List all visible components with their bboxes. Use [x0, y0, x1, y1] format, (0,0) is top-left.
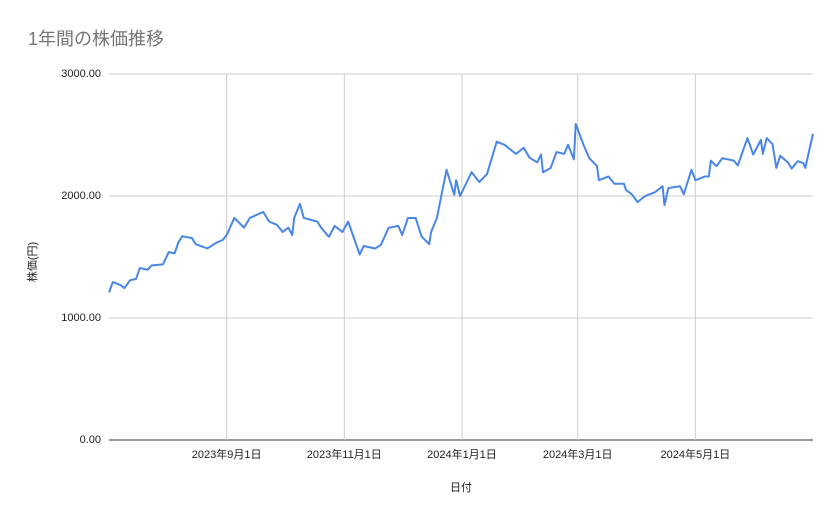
y-tick-label: 3000.00 [61, 68, 101, 80]
line-series [108, 123, 814, 293]
y-axis-label: 株価(円) [25, 242, 39, 282]
x-tick-label: 2024年3月1日 [543, 447, 613, 461]
chart-title: 1年間の株価推移 [28, 29, 164, 49]
y-tick-label: 0.00 [80, 434, 101, 446]
y-tick-label: 2000.00 [61, 190, 101, 202]
x-tick-label: 2023年11月1日 [307, 447, 382, 461]
x-tick-label: 2023年9月1日 [192, 447, 262, 461]
y-tick-label: 1000.00 [61, 312, 101, 324]
x-tick-label: 2024年5月1日 [660, 447, 730, 461]
x-axis-label: 日付 [450, 481, 472, 494]
x-tick-label: 2024年1月1日 [427, 447, 497, 461]
